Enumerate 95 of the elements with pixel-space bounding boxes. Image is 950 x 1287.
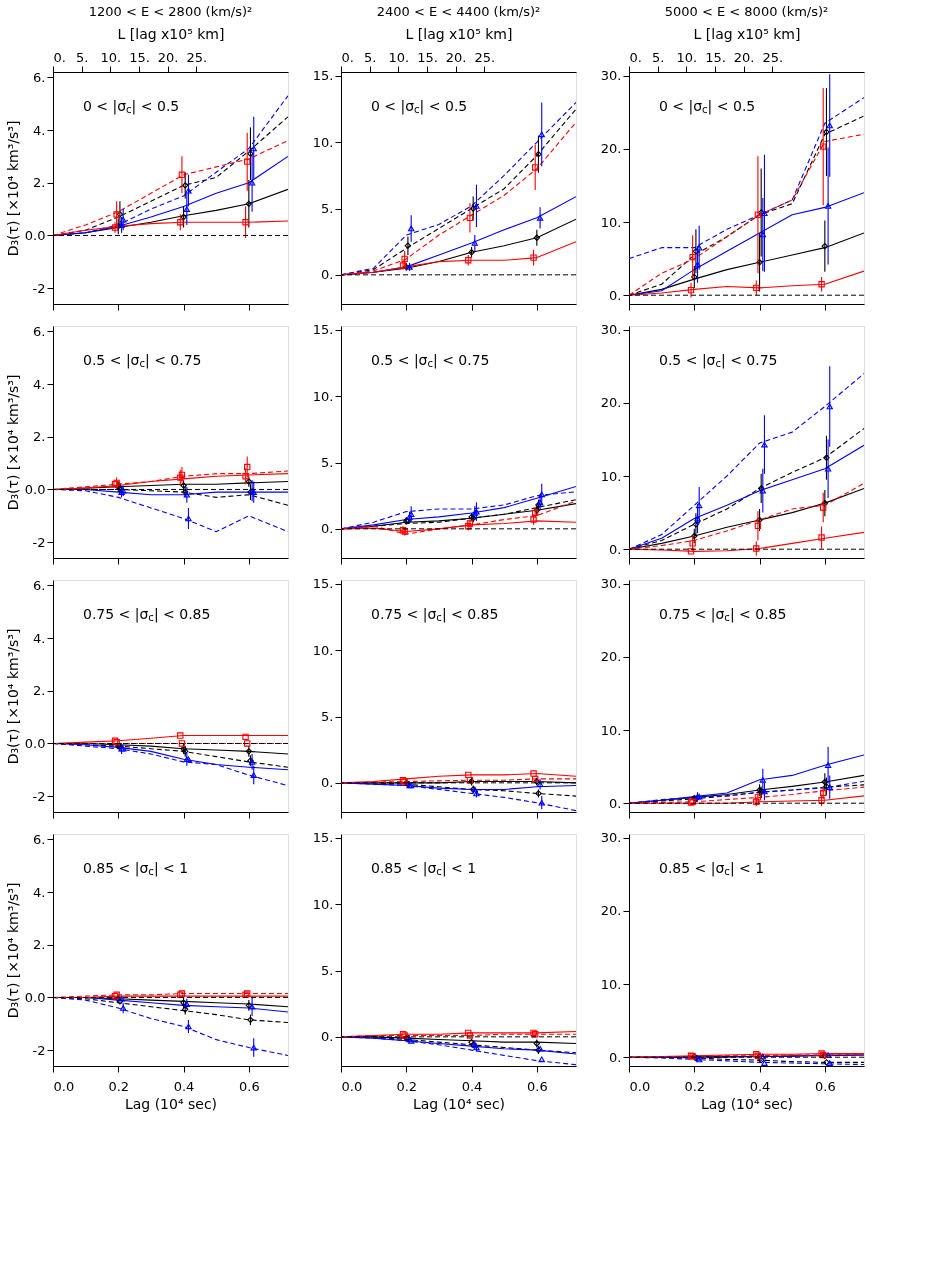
x-axis-title: Lag (10⁴ sec) bbox=[700, 1095, 794, 1112]
x-tick-label: 0.6 bbox=[238, 1078, 260, 1094]
y-tick-label: 0. bbox=[609, 1049, 622, 1065]
y-axis-title: D₃(τ) [×10⁴ km³/s³] bbox=[4, 120, 21, 257]
y-tick-label: 10. bbox=[312, 388, 334, 404]
x-tick-label: 0.6 bbox=[526, 1078, 548, 1094]
y-tick-label: 0. bbox=[321, 775, 334, 791]
x2-tick-label: 25. bbox=[474, 49, 496, 65]
y-tick-label: 5. bbox=[321, 201, 334, 217]
x2-tick-label: 5. bbox=[363, 49, 377, 65]
y-tick-label: 0.0 bbox=[24, 481, 46, 497]
x2-tick-label: 0. bbox=[629, 49, 642, 65]
chart-title: 2400 < E < 4400 (km/s)² bbox=[376, 4, 541, 19]
y-tick-label: 20. bbox=[600, 395, 622, 411]
x2-tick-label: 20. bbox=[157, 49, 179, 65]
x-tick-label: 0.2 bbox=[684, 1078, 706, 1094]
y-tick-label: 6. bbox=[33, 323, 46, 339]
y-tick-label: 30. bbox=[600, 322, 622, 338]
x2-tick-label: 0. bbox=[341, 49, 354, 65]
y-tick-label: 0. bbox=[609, 287, 622, 303]
y-tick-label: -2 bbox=[32, 280, 46, 296]
y-tick-label: 10. bbox=[600, 976, 622, 992]
y-tick-label: 0.0 bbox=[24, 989, 46, 1005]
x2-tick-label: 20. bbox=[445, 49, 467, 65]
x2-tick-label: 25. bbox=[186, 49, 208, 65]
y-axis-title: D₃(τ) [×10⁴ km³/s³] bbox=[4, 882, 21, 1019]
y-tick-label: 10. bbox=[600, 722, 622, 738]
x-tick-label: 0.4 bbox=[173, 1078, 195, 1094]
y-tick-label: 20. bbox=[600, 903, 622, 919]
y-tick-label: 30. bbox=[600, 68, 622, 84]
y-tick-label: 4. bbox=[33, 884, 46, 900]
y-tick-label: 2. bbox=[33, 683, 46, 699]
x-tick-label: 0.0 bbox=[341, 1078, 363, 1094]
y-tick-label: 6. bbox=[33, 69, 46, 85]
y-tick-label: 10. bbox=[312, 896, 334, 912]
y-tick-label: 15. bbox=[312, 830, 334, 846]
x2-tick-label: 10. bbox=[100, 49, 122, 65]
chart-title: 5000 < E < 8000 (km/s)² bbox=[664, 4, 829, 19]
y-tick-label: 0. bbox=[321, 267, 334, 283]
y-tick-label: -2 bbox=[32, 788, 46, 804]
x-tick-label: 0.0 bbox=[53, 1078, 75, 1094]
y-tick-label: 20. bbox=[600, 141, 622, 157]
y-tick-label: 30. bbox=[600, 576, 622, 592]
x-tick-label: 0.6 bbox=[814, 1078, 836, 1094]
x-tick-label: 0.4 bbox=[461, 1078, 483, 1094]
x-tick-label: 0.4 bbox=[749, 1078, 771, 1094]
y-tick-label: 6. bbox=[33, 577, 46, 593]
y-tick-label: 15. bbox=[312, 576, 334, 592]
y-tick-label: 5. bbox=[321, 709, 334, 725]
y-tick-label: 0. bbox=[321, 521, 334, 537]
y-tick-label: 15. bbox=[312, 322, 334, 338]
y-tick-label: 10. bbox=[600, 468, 622, 484]
x2-axis-title: L [lag x10⁵ km] bbox=[405, 25, 513, 42]
x2-tick-label: 5. bbox=[651, 49, 665, 65]
x2-tick-label: 25. bbox=[762, 49, 784, 65]
y-tick-label: 2. bbox=[33, 175, 46, 191]
y-tick-label: 0.0 bbox=[24, 227, 46, 243]
x2-tick-label: 15. bbox=[417, 49, 438, 65]
chart-title: 1200 < E < 2800 (km/s)² bbox=[88, 4, 253, 19]
y-tick-label: 5. bbox=[321, 963, 334, 979]
y-tick-label: 4. bbox=[33, 122, 46, 138]
y-tick-label: 0. bbox=[609, 795, 622, 811]
x2-tick-label: 10. bbox=[388, 49, 410, 65]
y-axis-title: D₃(τ) [×10⁴ km³/s³] bbox=[4, 628, 21, 765]
x2-tick-label: 15. bbox=[705, 49, 726, 65]
x2-axis-title: L [lag x10⁵ km] bbox=[693, 25, 801, 42]
y-tick-label: 5. bbox=[321, 455, 334, 471]
y-tick-label: -2 bbox=[32, 1042, 46, 1058]
y-tick-label: 10. bbox=[312, 642, 334, 658]
y-tick-label: 4. bbox=[33, 376, 46, 392]
y-tick-label: 2. bbox=[33, 429, 46, 445]
y-tick-label: 4. bbox=[33, 630, 46, 646]
y-axis-title: D₃(τ) [×10⁴ km³/s³] bbox=[4, 374, 21, 511]
y-tick-label: 0.0 bbox=[24, 735, 46, 751]
y-tick-label: 10. bbox=[600, 214, 622, 230]
x2-axis-title: L [lag x10⁵ km] bbox=[117, 25, 225, 42]
x-axis-title: Lag (10⁴ sec) bbox=[412, 1095, 506, 1112]
y-tick-label: 15. bbox=[312, 68, 334, 84]
y-tick-label: 0. bbox=[321, 1029, 334, 1045]
x2-tick-label: 20. bbox=[733, 49, 755, 65]
y-tick-label: 6. bbox=[33, 831, 46, 847]
x2-tick-label: 10. bbox=[676, 49, 698, 65]
y-tick-label: 0. bbox=[609, 541, 622, 557]
x-tick-label: 0.2 bbox=[396, 1078, 418, 1094]
x-tick-label: 0.0 bbox=[629, 1078, 651, 1094]
x2-tick-label: 5. bbox=[75, 49, 89, 65]
x-tick-label: 0.2 bbox=[108, 1078, 130, 1094]
y-tick-label: -2 bbox=[32, 534, 46, 550]
y-tick-label: 30. bbox=[600, 830, 622, 846]
y-tick-label: 2. bbox=[33, 937, 46, 953]
x2-tick-label: 0. bbox=[53, 49, 66, 65]
y-tick-label: 20. bbox=[600, 649, 622, 665]
x2-tick-label: 15. bbox=[129, 49, 150, 65]
x-axis-title: Lag (10⁴ sec) bbox=[124, 1095, 218, 1112]
y-tick-label: 10. bbox=[312, 134, 334, 150]
